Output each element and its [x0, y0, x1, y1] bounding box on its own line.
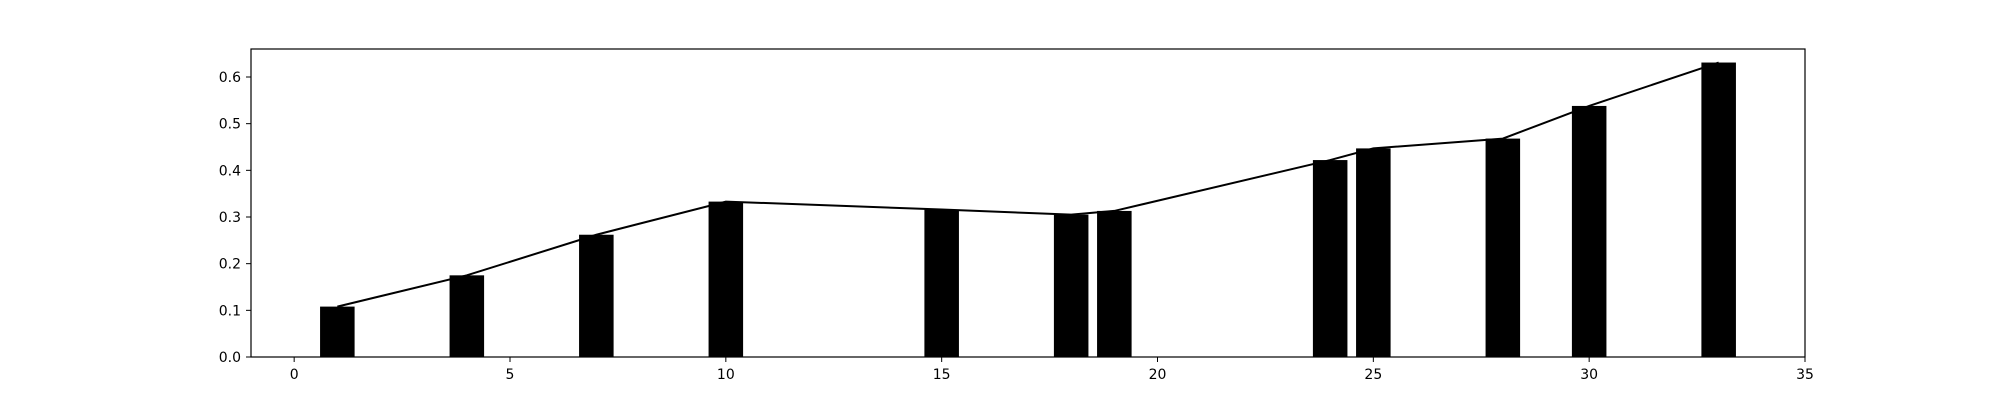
x-tick-label-3: 15: [933, 367, 951, 383]
bar-7: [1312, 160, 1348, 357]
y-tick-label-1: 0.1: [219, 303, 241, 319]
bar-2: [579, 234, 614, 357]
x-tick-label-1: 5: [506, 367, 515, 383]
y-tick-label-6: 0.6: [219, 70, 241, 86]
y-tick-label-0: 0.0: [219, 350, 241, 366]
y-tick-label-4: 0.4: [219, 163, 241, 179]
y-tick-label-3: 0.3: [219, 210, 241, 226]
bar-3: [708, 201, 744, 357]
series-line: [337, 61, 1719, 308]
x-tick-label-0: 0: [290, 367, 299, 383]
bar-6: [1097, 210, 1132, 357]
y-tick-label-5: 0.5: [219, 117, 241, 133]
bar-10: [1571, 105, 1607, 357]
line-layer: [337, 61, 1719, 308]
x-tick-label-5: 25: [1364, 367, 1382, 383]
x-tick-label-2: 10: [717, 367, 735, 383]
bars-layer: [320, 62, 1736, 358]
x-tick-label-7: 35: [1796, 367, 1814, 383]
y-axis-ticks: 0.0 0.1 0.2 0.3 0.4 0.5 0.6: [219, 70, 251, 366]
x-axis-ticks: 0 5 10 15 20 25 30 35: [290, 357, 1814, 383]
x-tick-label-4: 20: [1149, 367, 1167, 383]
x-tick-label-6: 30: [1580, 367, 1598, 383]
axes-frame: [250, 48, 1806, 358]
bar-5: [1053, 214, 1089, 357]
bar-0: [320, 306, 355, 357]
y-tick-label-2: 0.2: [219, 257, 241, 273]
bar-1: [449, 275, 485, 357]
bar-8: [1356, 148, 1391, 357]
bar-9: [1485, 138, 1521, 357]
bar-11: [1701, 62, 1736, 358]
bar-4: [924, 209, 959, 357]
